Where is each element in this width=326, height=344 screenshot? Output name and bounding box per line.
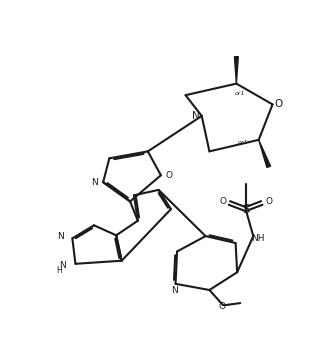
Polygon shape bbox=[259, 140, 271, 168]
Text: N: N bbox=[91, 178, 98, 187]
Text: N: N bbox=[57, 232, 64, 241]
Text: or1: or1 bbox=[235, 91, 245, 96]
Text: or1: or1 bbox=[238, 140, 248, 144]
Text: O: O bbox=[274, 99, 283, 109]
Text: O: O bbox=[219, 197, 226, 206]
Polygon shape bbox=[234, 57, 238, 84]
Text: N: N bbox=[59, 261, 66, 270]
Text: S: S bbox=[242, 203, 249, 216]
Text: H: H bbox=[56, 266, 62, 275]
Text: NH: NH bbox=[251, 234, 265, 243]
Text: O: O bbox=[265, 197, 272, 206]
Text: N: N bbox=[170, 286, 177, 295]
Text: N: N bbox=[192, 111, 200, 121]
Text: O: O bbox=[166, 171, 173, 180]
Text: O: O bbox=[218, 302, 225, 311]
